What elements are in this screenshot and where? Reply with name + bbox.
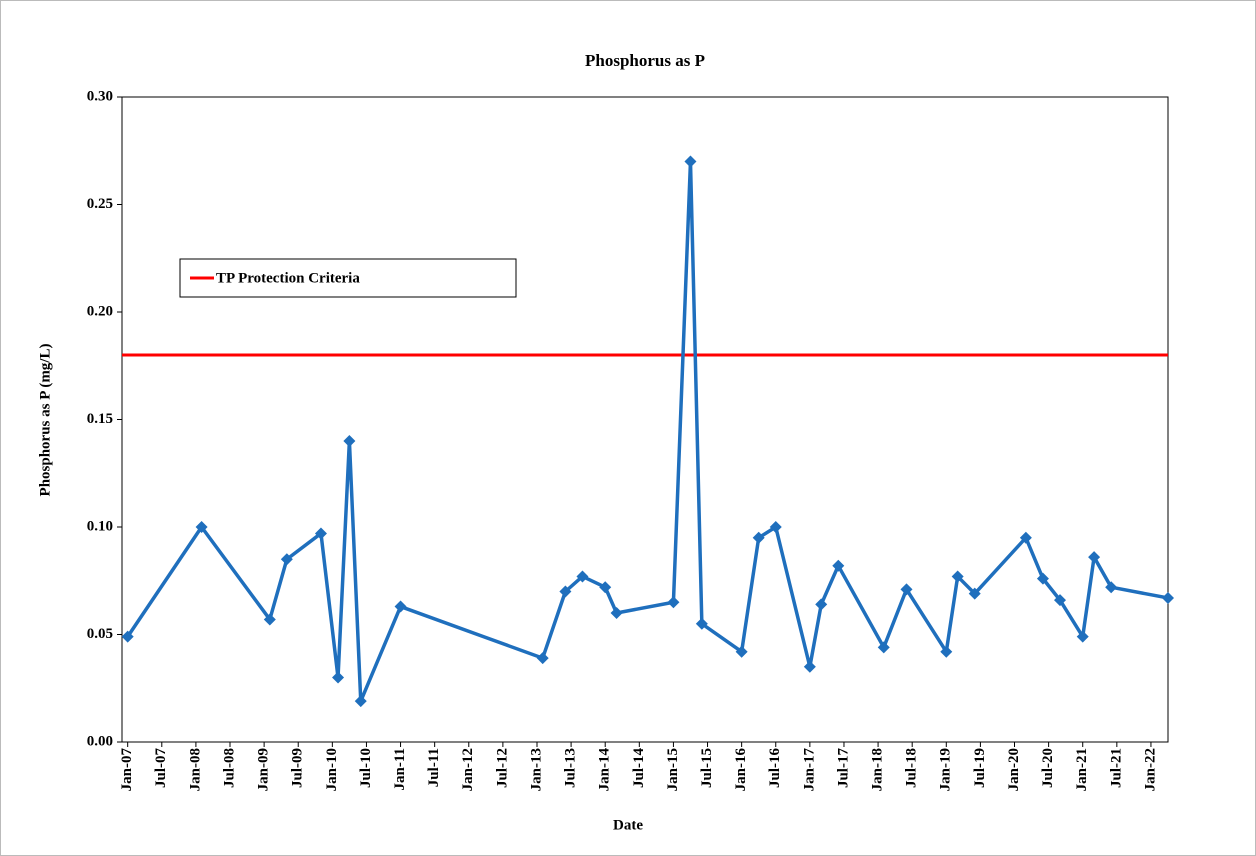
x-tick-label: Jan-15 xyxy=(665,748,681,791)
data-point xyxy=(280,553,293,566)
data-point xyxy=(354,695,367,708)
data-point xyxy=(815,598,828,611)
chart-title: Phosphorus as P xyxy=(585,51,705,70)
data-point xyxy=(667,596,680,609)
y-tick-label: 0.30 xyxy=(87,88,113,104)
y-tick-label: 0.05 xyxy=(87,626,113,642)
data-point xyxy=(559,585,572,598)
data-point xyxy=(1053,594,1066,607)
y-tick-label: 0.20 xyxy=(87,303,113,319)
x-tick-label: Jul-11 xyxy=(426,748,442,787)
data-point xyxy=(695,617,708,630)
x-tick-label: Jan-13 xyxy=(528,748,544,791)
x-tick-label: Jul-08 xyxy=(221,748,237,788)
x-tick-label: Jul-12 xyxy=(494,748,510,788)
data-point xyxy=(536,652,549,665)
data-point xyxy=(576,570,589,583)
data-point xyxy=(1019,531,1032,544)
data-point xyxy=(1088,551,1101,564)
x-tick-label: Jan-10 xyxy=(324,748,340,791)
x-tick-label: Jul-07 xyxy=(153,748,169,789)
data-point xyxy=(951,570,964,583)
data-point xyxy=(752,531,765,544)
x-tick-label: Jan-17 xyxy=(801,748,817,792)
y-tick-label: 0.25 xyxy=(87,196,113,212)
data-point xyxy=(832,559,845,572)
x-tick-label: Jul-18 xyxy=(904,748,920,788)
data-point xyxy=(1162,591,1174,604)
data-point xyxy=(900,583,913,596)
x-tick-label: Jul-16 xyxy=(767,748,783,789)
x-tick-label: Jan-09 xyxy=(256,748,272,791)
x-tick-label: Jan-22 xyxy=(1142,748,1158,791)
x-tick-label: Jan-20 xyxy=(1006,748,1022,791)
x-tick-label: Jul-10 xyxy=(358,748,374,788)
data-point xyxy=(343,435,356,447)
data-point xyxy=(769,521,782,533)
legend-label: TP Protection Criteria xyxy=(216,270,360,286)
data-point xyxy=(968,587,981,600)
y-axis-label: Phosphorus as P (mg/L) xyxy=(37,344,53,497)
data-point xyxy=(263,613,276,626)
x-tick-label: Jul-17 xyxy=(835,748,851,789)
x-tick-label: Jan-16 xyxy=(733,748,749,792)
y-tick-label: 0.15 xyxy=(87,411,113,427)
data-point xyxy=(610,607,623,619)
data-point xyxy=(332,671,345,684)
x-axis-label: Date xyxy=(613,817,643,833)
x-tick-label: Jul-14 xyxy=(631,748,647,789)
data-point xyxy=(803,660,816,673)
data-point xyxy=(195,521,208,533)
x-tick-label: Jul-15 xyxy=(699,748,715,788)
x-tick-label: Jul-21 xyxy=(1108,748,1124,788)
y-tick-label: 0.10 xyxy=(87,518,113,534)
data-point xyxy=(1076,630,1089,643)
x-tick-label: Jul-13 xyxy=(563,748,579,788)
data-point xyxy=(877,641,890,654)
x-tick-label: Jan-19 xyxy=(938,748,954,791)
x-tick-label: Jan-12 xyxy=(460,748,476,791)
data-point xyxy=(684,155,697,168)
data-point xyxy=(1036,572,1049,585)
x-tick-label: Jan-11 xyxy=(392,748,408,791)
data-point xyxy=(1105,581,1118,594)
x-tick-label: Jul-09 xyxy=(290,748,306,788)
x-tick-label: Jan-18 xyxy=(870,748,886,791)
legend-box xyxy=(179,258,517,298)
y-tick-label: 0.00 xyxy=(87,733,113,749)
x-tick-label: Jul-19 xyxy=(972,748,988,788)
data-point xyxy=(735,645,748,658)
data-point xyxy=(599,581,612,594)
data-point xyxy=(121,630,134,643)
data-point xyxy=(314,527,327,540)
x-tick-label: Jan-08 xyxy=(187,748,203,791)
data-point xyxy=(394,600,407,613)
x-tick-label: Jul-20 xyxy=(1040,748,1056,788)
x-tick-label: Jan-21 xyxy=(1074,748,1090,791)
x-tick-label: Jan-14 xyxy=(597,748,613,792)
x-tick-label: Jan-07 xyxy=(119,748,135,792)
data-point xyxy=(940,645,953,658)
